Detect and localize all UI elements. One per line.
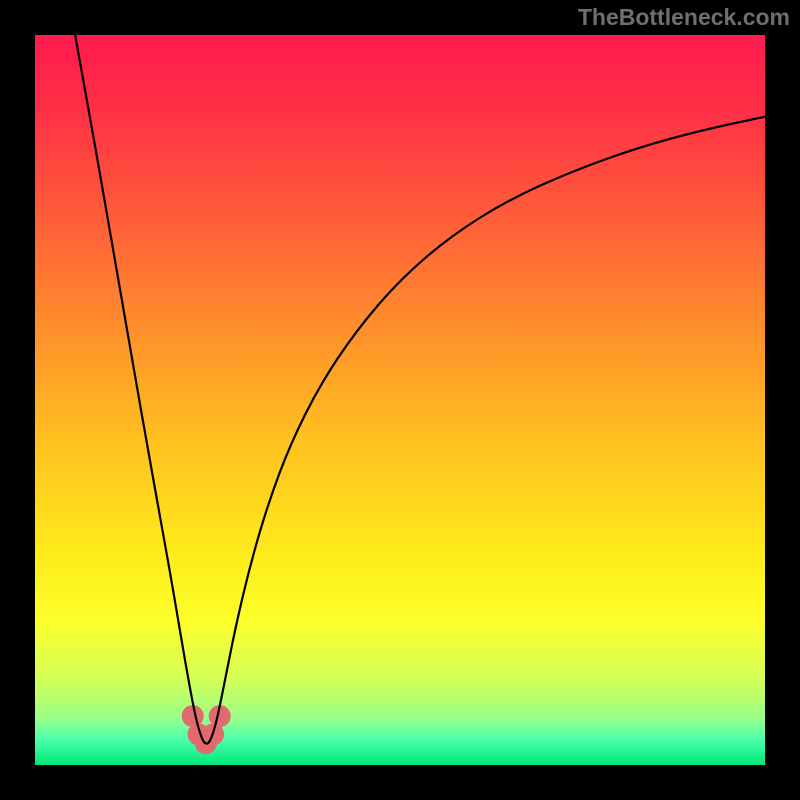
watermark-text: TheBottleneck.com bbox=[578, 4, 790, 31]
curve-layer bbox=[35, 35, 765, 765]
bottleneck-curve bbox=[75, 35, 765, 744]
plot-area bbox=[35, 35, 765, 765]
trough-marker-group bbox=[182, 705, 231, 754]
chart-wrapper: TheBottleneck.com bbox=[0, 0, 800, 800]
